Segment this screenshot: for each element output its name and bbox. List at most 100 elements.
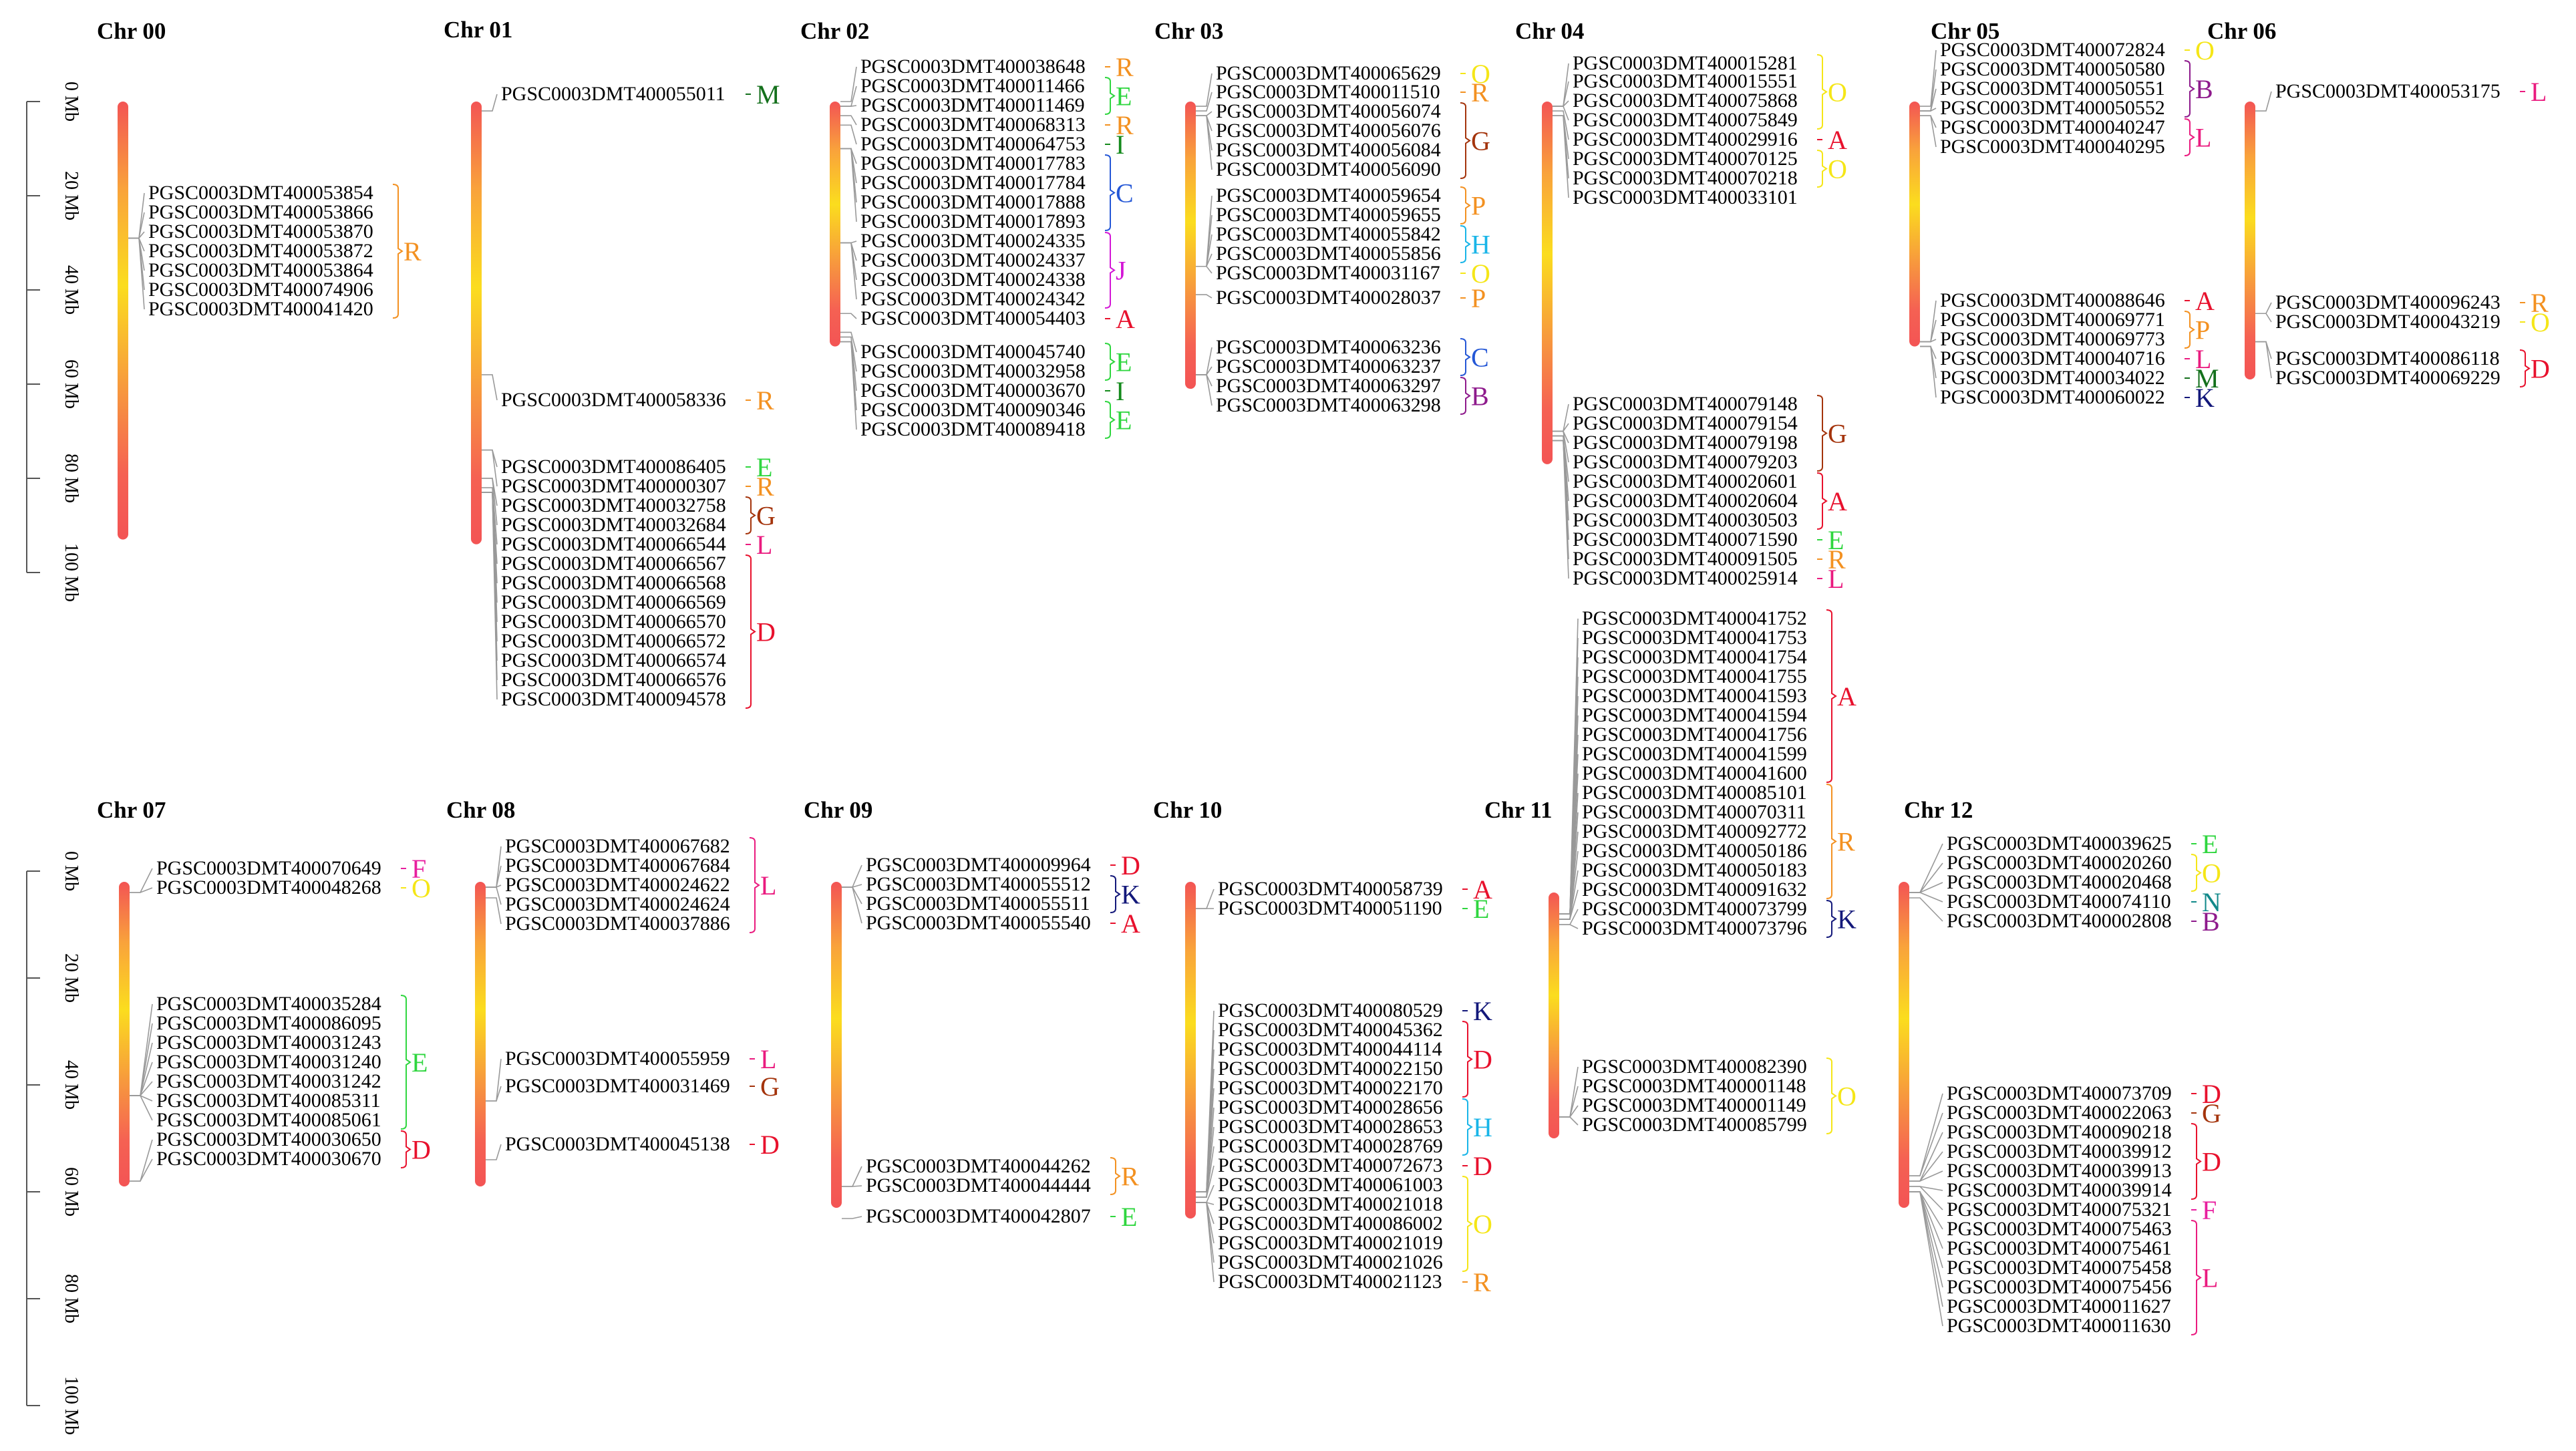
gene-label: PGSC0003DMT400074110 [1947, 891, 2171, 913]
chromosome-chr-10: PGSC0003DMT400058739PGSC0003DMT400051190… [1185, 874, 1492, 1297]
group-label: H [1471, 230, 1490, 260]
gene-label: PGSC0003DMT400050551 [1940, 77, 2165, 100]
chromosome-bar [1899, 882, 1909, 1208]
gene-link-line [1920, 108, 1937, 112]
group-bracket [2519, 349, 2531, 387]
group-label: R [1828, 544, 1846, 575]
group-label: E [2202, 829, 2218, 859]
gene-label: PGSC0003DMT400055511 [866, 893, 1090, 915]
gene-label: PGSC0003DMT400039914 [1947, 1179, 2172, 1201]
gene-label: PGSC0003DMT400042807 [866, 1205, 1091, 1227]
group-bracket [1816, 472, 1828, 530]
gene-link-line [2255, 91, 2272, 112]
group-label: R [404, 236, 422, 267]
gene-label: PGSC0003DMT400055842 [1216, 223, 1441, 245]
gene-link-line [130, 1139, 153, 1182]
gene-label: PGSC0003DMT400024342 [860, 288, 1086, 310]
gene-link-line [1553, 423, 1569, 432]
group-label: F [412, 854, 426, 884]
gene-label: PGSC0003DMT400041754 [1582, 646, 1807, 668]
gene-label: PGSC0003DMT400031240 [156, 1051, 381, 1073]
gene-label: PGSC0003DMT400011469 [860, 94, 1085, 116]
gene-label: PGSC0003DMT400028656 [1218, 1096, 1443, 1118]
gene-label: PGSC0003DMT400011466 [860, 75, 1085, 97]
gene-label: PGSC0003DMT400055959 [505, 1047, 730, 1070]
gene-link-line [840, 66, 857, 102]
gene-label: PGSC0003DMT400065629 [1216, 62, 1441, 84]
gene-link-line [1553, 115, 1569, 198]
group-label: R [1473, 1267, 1491, 1297]
gene-label: PGSC0003DMT400075461 [1947, 1237, 2172, 1259]
group-label: A [1121, 909, 1140, 939]
gene-link-line [1909, 1170, 1943, 1182]
chromosome-titles: Chr 00 Chr 01 Chr 02 Chr 03 Chr 04 Chr 0… [97, 17, 2276, 823]
chr-title: Chr 04 [1515, 18, 1584, 44]
gene-label: PGSC0003DMT400055512 [866, 873, 1091, 895]
group-label: R [1471, 77, 1489, 108]
gene-label: PGSC0003DMT400072673 [1218, 1154, 1443, 1176]
chromosome-chr-05: PGSC0003DMT400072824PGSC0003DMT400050580… [1909, 35, 2219, 413]
gene-link-line [1553, 63, 1569, 107]
gene-link-line [2255, 313, 2272, 323]
gene-label: PGSC0003DMT400039625 [1947, 832, 2172, 854]
group-label: R [1837, 827, 1855, 857]
gene-link-line [130, 1095, 153, 1121]
group-label: A [2195, 286, 2215, 316]
gene-label: PGSC0003DMT400067682 [505, 835, 730, 857]
gene-label: PGSC0003DMT400075456 [1947, 1276, 2172, 1298]
group-label: N [2202, 887, 2221, 917]
gene-label: PGSC0003DMT400056084 [1216, 139, 1441, 161]
gene-label: PGSC0003DMT400022150 [1218, 1058, 1443, 1080]
gene-link-line [128, 237, 145, 310]
group-label: M [2195, 363, 2219, 393]
axis-tick-label: 20 Mb [61, 953, 82, 1003]
gene-link-line [486, 846, 502, 888]
gene-link-line [1909, 1191, 1943, 1327]
gene-label: PGSC0003DMT400041594 [1582, 704, 1807, 726]
gene-label: PGSC0003DMT400085061 [156, 1109, 381, 1131]
group-label: M [756, 79, 780, 110]
group-label: D [1473, 1045, 1492, 1075]
axis-tick-label: 60 Mb [61, 359, 82, 409]
gene-link-line [1920, 345, 1937, 359]
gene-label: PGSC0003DMT400056090 [1216, 158, 1441, 180]
group-bracket [2191, 1123, 2202, 1200]
chromosome-chr-06: PGSC0003DMT400053175 PGSC0003DMT400096243… [2245, 77, 2550, 389]
group-bracket [1816, 54, 1828, 130]
gene-label: PGSC0003DMT400043219 [2275, 311, 2501, 333]
chromosome-chr-11: PGSC0003DMT400041752PGSC0003DMT400041753… [1549, 607, 1857, 1138]
gene-label: PGSC0003DMT400091505 [1573, 548, 1798, 570]
group-label: I [1116, 376, 1124, 406]
group-label: P [1471, 191, 1486, 221]
gene-link-line [1559, 1105, 1579, 1118]
gene-label: PGSC0003DMT400066568 [501, 572, 726, 594]
gene-link-line [1553, 435, 1569, 521]
gene-label: PGSC0003DMT400079154 [1573, 412, 1798, 434]
group-bracket [1104, 401, 1116, 439]
gene-label: PGSC0003DMT400020260 [1947, 852, 2172, 874]
gene-label: PGSC0003DMT400041593 [1582, 685, 1807, 707]
gene-link-line [1553, 100, 1569, 107]
gene-label: PGSC0003DMT400080529 [1218, 999, 1443, 1021]
group-label: B [1471, 381, 1489, 412]
gene-label: PGSC0003DMT400088646 [1940, 289, 2165, 311]
gene-link-line [2255, 302, 2272, 315]
group-label: E [1116, 406, 1132, 436]
chromosome-chr-04: PGSC0003DMT400015281PGSC0003DMT400015551… [1542, 52, 1847, 594]
gene-link-line [1196, 265, 1213, 274]
chr-title: Chr 10 [1153, 797, 1222, 823]
gene-label: PGSC0003DMT400017784 [860, 172, 1086, 194]
gene-label: PGSC0003DMT400096243 [2275, 291, 2501, 313]
gene-link-line [482, 449, 498, 487]
axis-tick-label: 100 Mb [61, 1376, 82, 1435]
gene-link-line [1909, 1186, 1943, 1191]
gene-label: PGSC0003DMT400063298 [1216, 394, 1441, 416]
group-label: E [1116, 82, 1132, 112]
gene-link-line [1196, 73, 1213, 107]
group-label: D [412, 1135, 431, 1165]
axis-tick-label: 80 Mb [61, 454, 82, 503]
gene-link-line [840, 124, 857, 145]
group-label: A [1116, 304, 1135, 334]
gene-link-line [130, 1158, 153, 1182]
gene-link-line [1920, 345, 1937, 398]
